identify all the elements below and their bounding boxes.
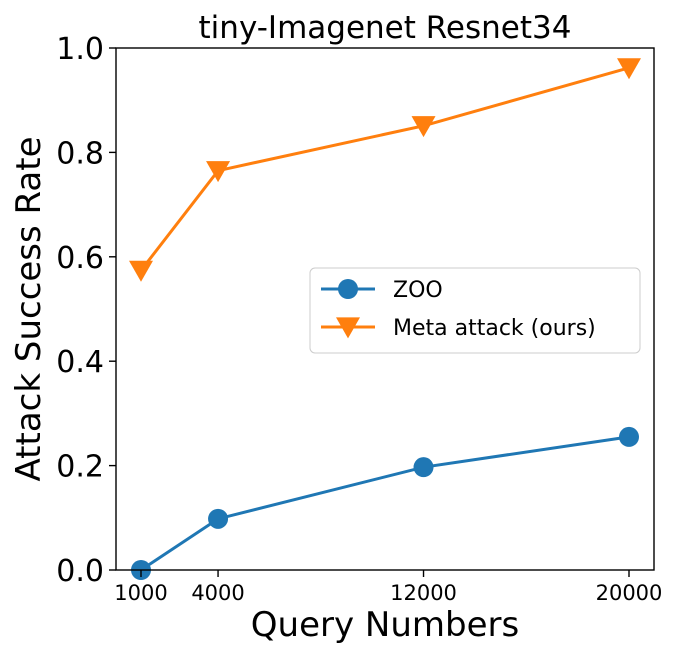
y-axis-label: Attack Success Rate	[9, 137, 49, 482]
y-tick-label: 0.0	[56, 554, 104, 589]
data-point-meta-attack	[617, 58, 641, 80]
data-point-zoo	[208, 508, 229, 529]
data-point-meta-attack	[411, 116, 436, 138]
plot-frame	[115, 47, 655, 571]
x-tick-label: 1000	[114, 581, 167, 605]
y-tick-label: 0.2	[56, 450, 104, 485]
legend-box	[309, 267, 641, 354]
legend: ZOO Meta attack (ours)	[309, 267, 641, 354]
x-axis: 1000 4000 12000 20000	[114, 570, 662, 605]
y-tick-label: 0.8	[56, 136, 104, 171]
x-tick-label: 20000	[596, 581, 663, 605]
legend-marker-zoo	[338, 279, 358, 299]
series-zoo	[131, 426, 639, 580]
series-line-meta-attack	[139, 66, 630, 272]
series-meta-attack	[129, 58, 641, 282]
data-point-meta-attack	[129, 260, 153, 282]
y-axis: 0.0 0.2 0.4 0.6 0.8 1.0	[56, 32, 116, 589]
x-axis-label: Query Numbers	[251, 605, 519, 645]
legend-label-meta-attack: Meta attack (ours)	[393, 316, 596, 341]
data-point-meta-attack	[206, 161, 231, 183]
y-tick-label: 0.4	[56, 345, 104, 380]
x-tick-label: 4000	[191, 581, 244, 605]
series-layer	[129, 58, 641, 580]
y-tick-label: 1.0	[56, 32, 104, 67]
chart-title: tiny-Imagenet Resnet34	[199, 10, 572, 46]
y-tick-label: 0.6	[56, 241, 104, 276]
legend-label-zoo: ZOO	[393, 278, 443, 303]
legend-marker-meta-attack	[336, 317, 360, 339]
data-point-zoo	[619, 426, 639, 447]
series-line-zoo	[140, 435, 630, 572]
data-point-zoo	[413, 457, 434, 478]
x-tick-label: 12000	[390, 581, 457, 605]
